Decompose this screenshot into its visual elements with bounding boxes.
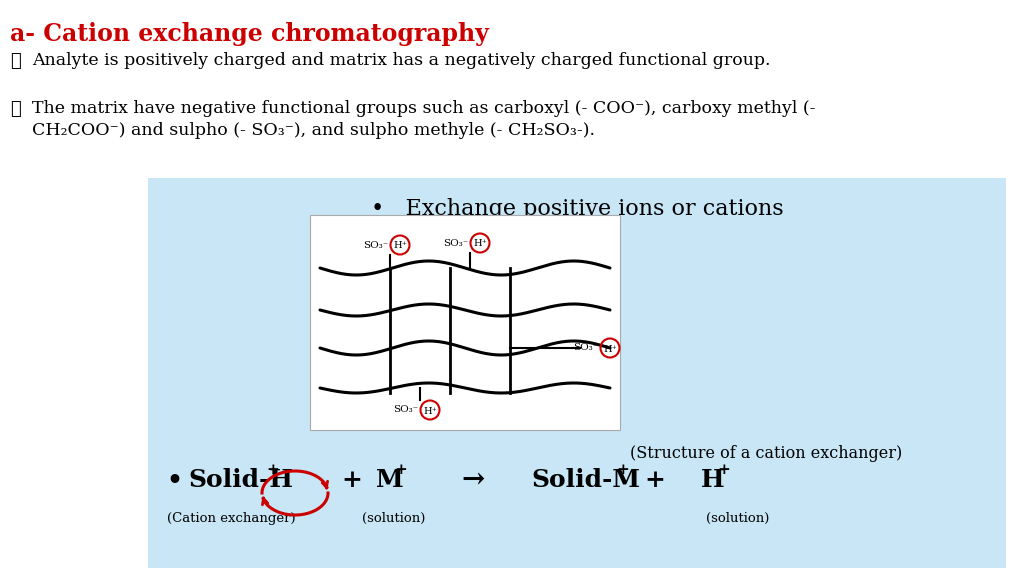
FancyBboxPatch shape — [310, 215, 620, 430]
Text: SO₃⁻: SO₃⁻ — [362, 241, 388, 249]
Text: Solid-H: Solid-H — [188, 468, 293, 492]
FancyBboxPatch shape — [148, 178, 1006, 568]
Text: +: + — [616, 463, 629, 477]
Text: ✓: ✓ — [10, 52, 20, 70]
Text: H: H — [701, 468, 725, 492]
Text: Solid-M: Solid-M — [531, 468, 640, 492]
Text: H⁺: H⁺ — [393, 241, 407, 251]
Text: (solution): (solution) — [707, 512, 770, 525]
Text: (Cation exchanger): (Cation exchanger) — [167, 512, 295, 525]
Text: +: + — [341, 468, 361, 492]
Text: ✓: ✓ — [10, 100, 20, 118]
Text: The matrix have negative functional groups such as carboxyl (- COO⁻), carboxy me: The matrix have negative functional grou… — [32, 100, 815, 117]
Text: •: • — [166, 468, 182, 492]
Text: +: + — [644, 468, 665, 492]
Text: (solution): (solution) — [362, 512, 426, 525]
Text: SO₃⁻: SO₃⁻ — [442, 238, 468, 248]
Text: H⁺: H⁺ — [423, 407, 437, 415]
Text: +: + — [266, 463, 279, 477]
Text: CH₂COO⁻) and sulpho (- SO₃⁻), and sulpho methyle (- CH₂SO₃-).: CH₂COO⁻) and sulpho (- SO₃⁻), and sulpho… — [32, 122, 595, 139]
Text: SO₃⁻: SO₃⁻ — [572, 343, 598, 353]
Text: SO₃⁻: SO₃⁻ — [393, 406, 418, 415]
Text: (Structure of a cation exchanger): (Structure of a cation exchanger) — [630, 445, 902, 462]
Text: H⁺: H⁺ — [473, 240, 487, 248]
Text: +: + — [717, 463, 730, 477]
Text: Analyte is positively charged and matrix has a negatively charged functional gro: Analyte is positively charged and matrix… — [32, 52, 770, 69]
Text: H⁺: H⁺ — [603, 344, 616, 354]
Text: →: → — [461, 467, 484, 494]
Text: a- Cation exchange chromatography: a- Cation exchange chromatography — [10, 22, 488, 46]
Text: +: + — [394, 463, 407, 477]
Text: M: M — [376, 468, 403, 492]
Text: •   Exchange positive ions or cations: • Exchange positive ions or cations — [371, 198, 783, 220]
